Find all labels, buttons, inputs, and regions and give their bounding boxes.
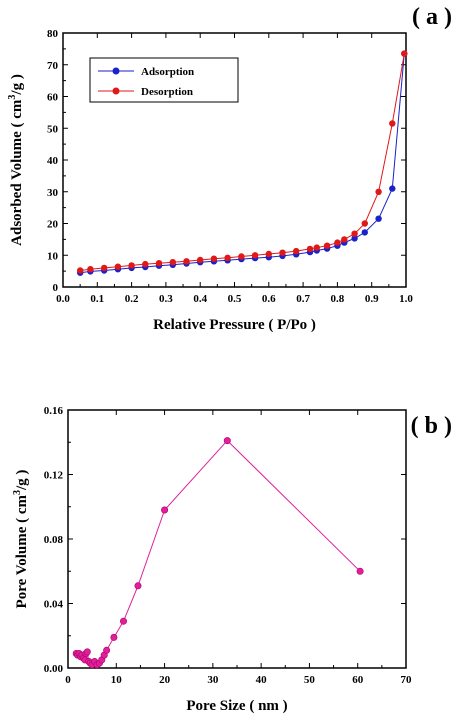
x-tick-label-a: 0.6 (262, 293, 276, 305)
data-point-a-1 (351, 230, 358, 237)
data-point-a-1 (306, 245, 314, 253)
data-point-a-1 (197, 256, 204, 264)
x-tick-label-a: 1.0 (399, 293, 413, 305)
x-tick-label-a: 0.1 (90, 293, 104, 305)
legend-marker-desorption (112, 87, 120, 95)
chart-b-pore-size-distribution: ( b ) 0 10 20 30 40 50 60 70 0.00 0.04 0.08 0.12 0.1… (12, 405, 452, 714)
data-point-a-0 (351, 235, 358, 242)
x-tick-label-a: 0.2 (125, 293, 139, 305)
panel-label-b: ( b ) (411, 413, 452, 439)
data-point-a-1 (183, 258, 190, 265)
data-point-b-0 (161, 506, 169, 514)
data-point-a-0 (375, 215, 382, 222)
data-point-a-1 (169, 259, 176, 266)
x-tick-label-b: 10 (111, 674, 123, 686)
legend-label-desorption: Desorption (141, 86, 193, 98)
x-tick-label-b: 70 (401, 674, 413, 686)
axes-a: 0.0 0.1 0.2 0.3 0.4 0.5 0.6 0.7 0.8 0.9 1.0 0 10 20 30… (47, 28, 413, 305)
y-tick-label-b: 0.16 (44, 405, 64, 417)
x-tick-label-b: 30 (207, 674, 219, 686)
y-tick-label-b: 0.00 (44, 663, 64, 675)
data-point-b-0 (223, 437, 231, 445)
data-point-a-1 (265, 250, 272, 258)
legend-marker-adsorption (112, 67, 120, 75)
x-tick-label-b: 40 (256, 674, 268, 686)
data-point-a-1 (101, 264, 108, 272)
y-axis-label-a-end: /g ) (9, 74, 25, 95)
x-tick-label-a: 0.0 (56, 293, 70, 305)
legend-label-adsorption: Adsorption (141, 66, 194, 78)
data-point-a-1 (128, 262, 135, 269)
legend-box (89, 57, 239, 103)
data-point-a-1 (401, 50, 408, 57)
data-point-a-1 (155, 260, 163, 267)
series-group-a (77, 50, 408, 276)
x-axis-label-a: Relative Pressure ( P/Po ) (153, 317, 316, 333)
data-point-a-1 (313, 244, 320, 251)
data-point-a-1 (114, 263, 122, 270)
data-point-a-1 (87, 266, 94, 273)
x-tick-label-b: 0 (65, 674, 71, 686)
data-point-a-1 (389, 120, 396, 127)
y-axis-label-b: Pore Volume ( cm3/g ) (12, 470, 30, 609)
data-point-a-1 (224, 254, 231, 261)
data-point-a-0 (389, 185, 396, 192)
data-point-a-1 (375, 188, 382, 195)
data-point-a-1 (334, 239, 341, 246)
y-tick-label-a: 60 (47, 92, 59, 104)
data-point-a-1 (293, 247, 300, 255)
y-axis-label-b-main: Pore Volume ( cm (14, 494, 30, 608)
data-point-a-1 (361, 220, 368, 227)
data-point-a-0 (361, 229, 368, 236)
data-point-a-1 (77, 267, 84, 274)
y-axis-label-b-end: /g ) (14, 470, 30, 491)
series-line-b-0 (75, 439, 361, 666)
x-tick-label-a: 0.4 (193, 293, 207, 305)
data-point-a-1 (251, 252, 259, 259)
x-tick-label-a: 0.5 (228, 293, 242, 305)
x-tick-label-b: 50 (304, 674, 316, 686)
y-axis-label-b-sup: 3 (12, 490, 23, 495)
y-axis-label-a-main: Adsorbed Volume ( cm (9, 99, 25, 246)
y-tick-label-a: 10 (47, 250, 59, 262)
series-group-b (72, 437, 364, 669)
data-point-a-1 (238, 253, 245, 260)
y-tick-label-a: 80 (47, 28, 59, 40)
data-point-a-1 (341, 236, 348, 243)
y-tick-label-b: 0.08 (44, 534, 64, 546)
x-tick-label-b: 20 (159, 674, 171, 686)
y-tick-label-a: 0 (53, 282, 59, 294)
y-tick-label-a: 70 (47, 60, 59, 72)
y-tick-label-a: 30 (47, 187, 59, 199)
x-tick-label-a: 0.8 (331, 293, 345, 305)
x-tick-label-a: 0.3 (159, 293, 173, 305)
data-point-b-0 (103, 646, 111, 654)
legend-a: Adsorption Desorption (89, 57, 239, 103)
data-point-b-0 (356, 567, 364, 575)
x-tick-label-a: 0.7 (296, 293, 310, 305)
y-axis-label-a: Adsorbed Volume ( cm3/g ) (7, 74, 25, 246)
y-tick-label-b: 0.12 (44, 470, 64, 482)
y-tick-label-b: 0.04 (44, 599, 64, 611)
x-tick-label-b: 60 (352, 674, 364, 686)
y-axis-label-a-sup: 3 (7, 95, 18, 100)
axes-b: 0 10 20 30 40 50 60 70 0.00 0.04 0.08 0.12 0.16 (44, 405, 412, 686)
panel-label-a: ( a ) (412, 4, 452, 30)
data-point-a-1 (142, 260, 149, 268)
data-point-a-1 (323, 242, 331, 249)
data-point-a-1 (210, 255, 218, 262)
y-tick-label-a: 40 (47, 155, 59, 167)
x-axis-label-b: Pore Size ( nm ) (186, 698, 287, 714)
data-point-b-0 (120, 617, 128, 625)
data-point-a-1 (279, 249, 286, 256)
data-point-b-0 (83, 648, 91, 656)
y-tick-label-a: 50 (47, 123, 59, 135)
data-point-b-0 (134, 582, 142, 590)
y-tick-label-a: 20 (47, 219, 59, 231)
chart-a-adsorption-isotherm: ( a ) 0.0 0.1 0.2 0.3 0.4 0.5 0.6 0.7 0.8 0.9 1.00… (7, 4, 452, 333)
data-point-b-0 (110, 633, 118, 641)
x-tick-label-a: 0.9 (365, 293, 379, 305)
